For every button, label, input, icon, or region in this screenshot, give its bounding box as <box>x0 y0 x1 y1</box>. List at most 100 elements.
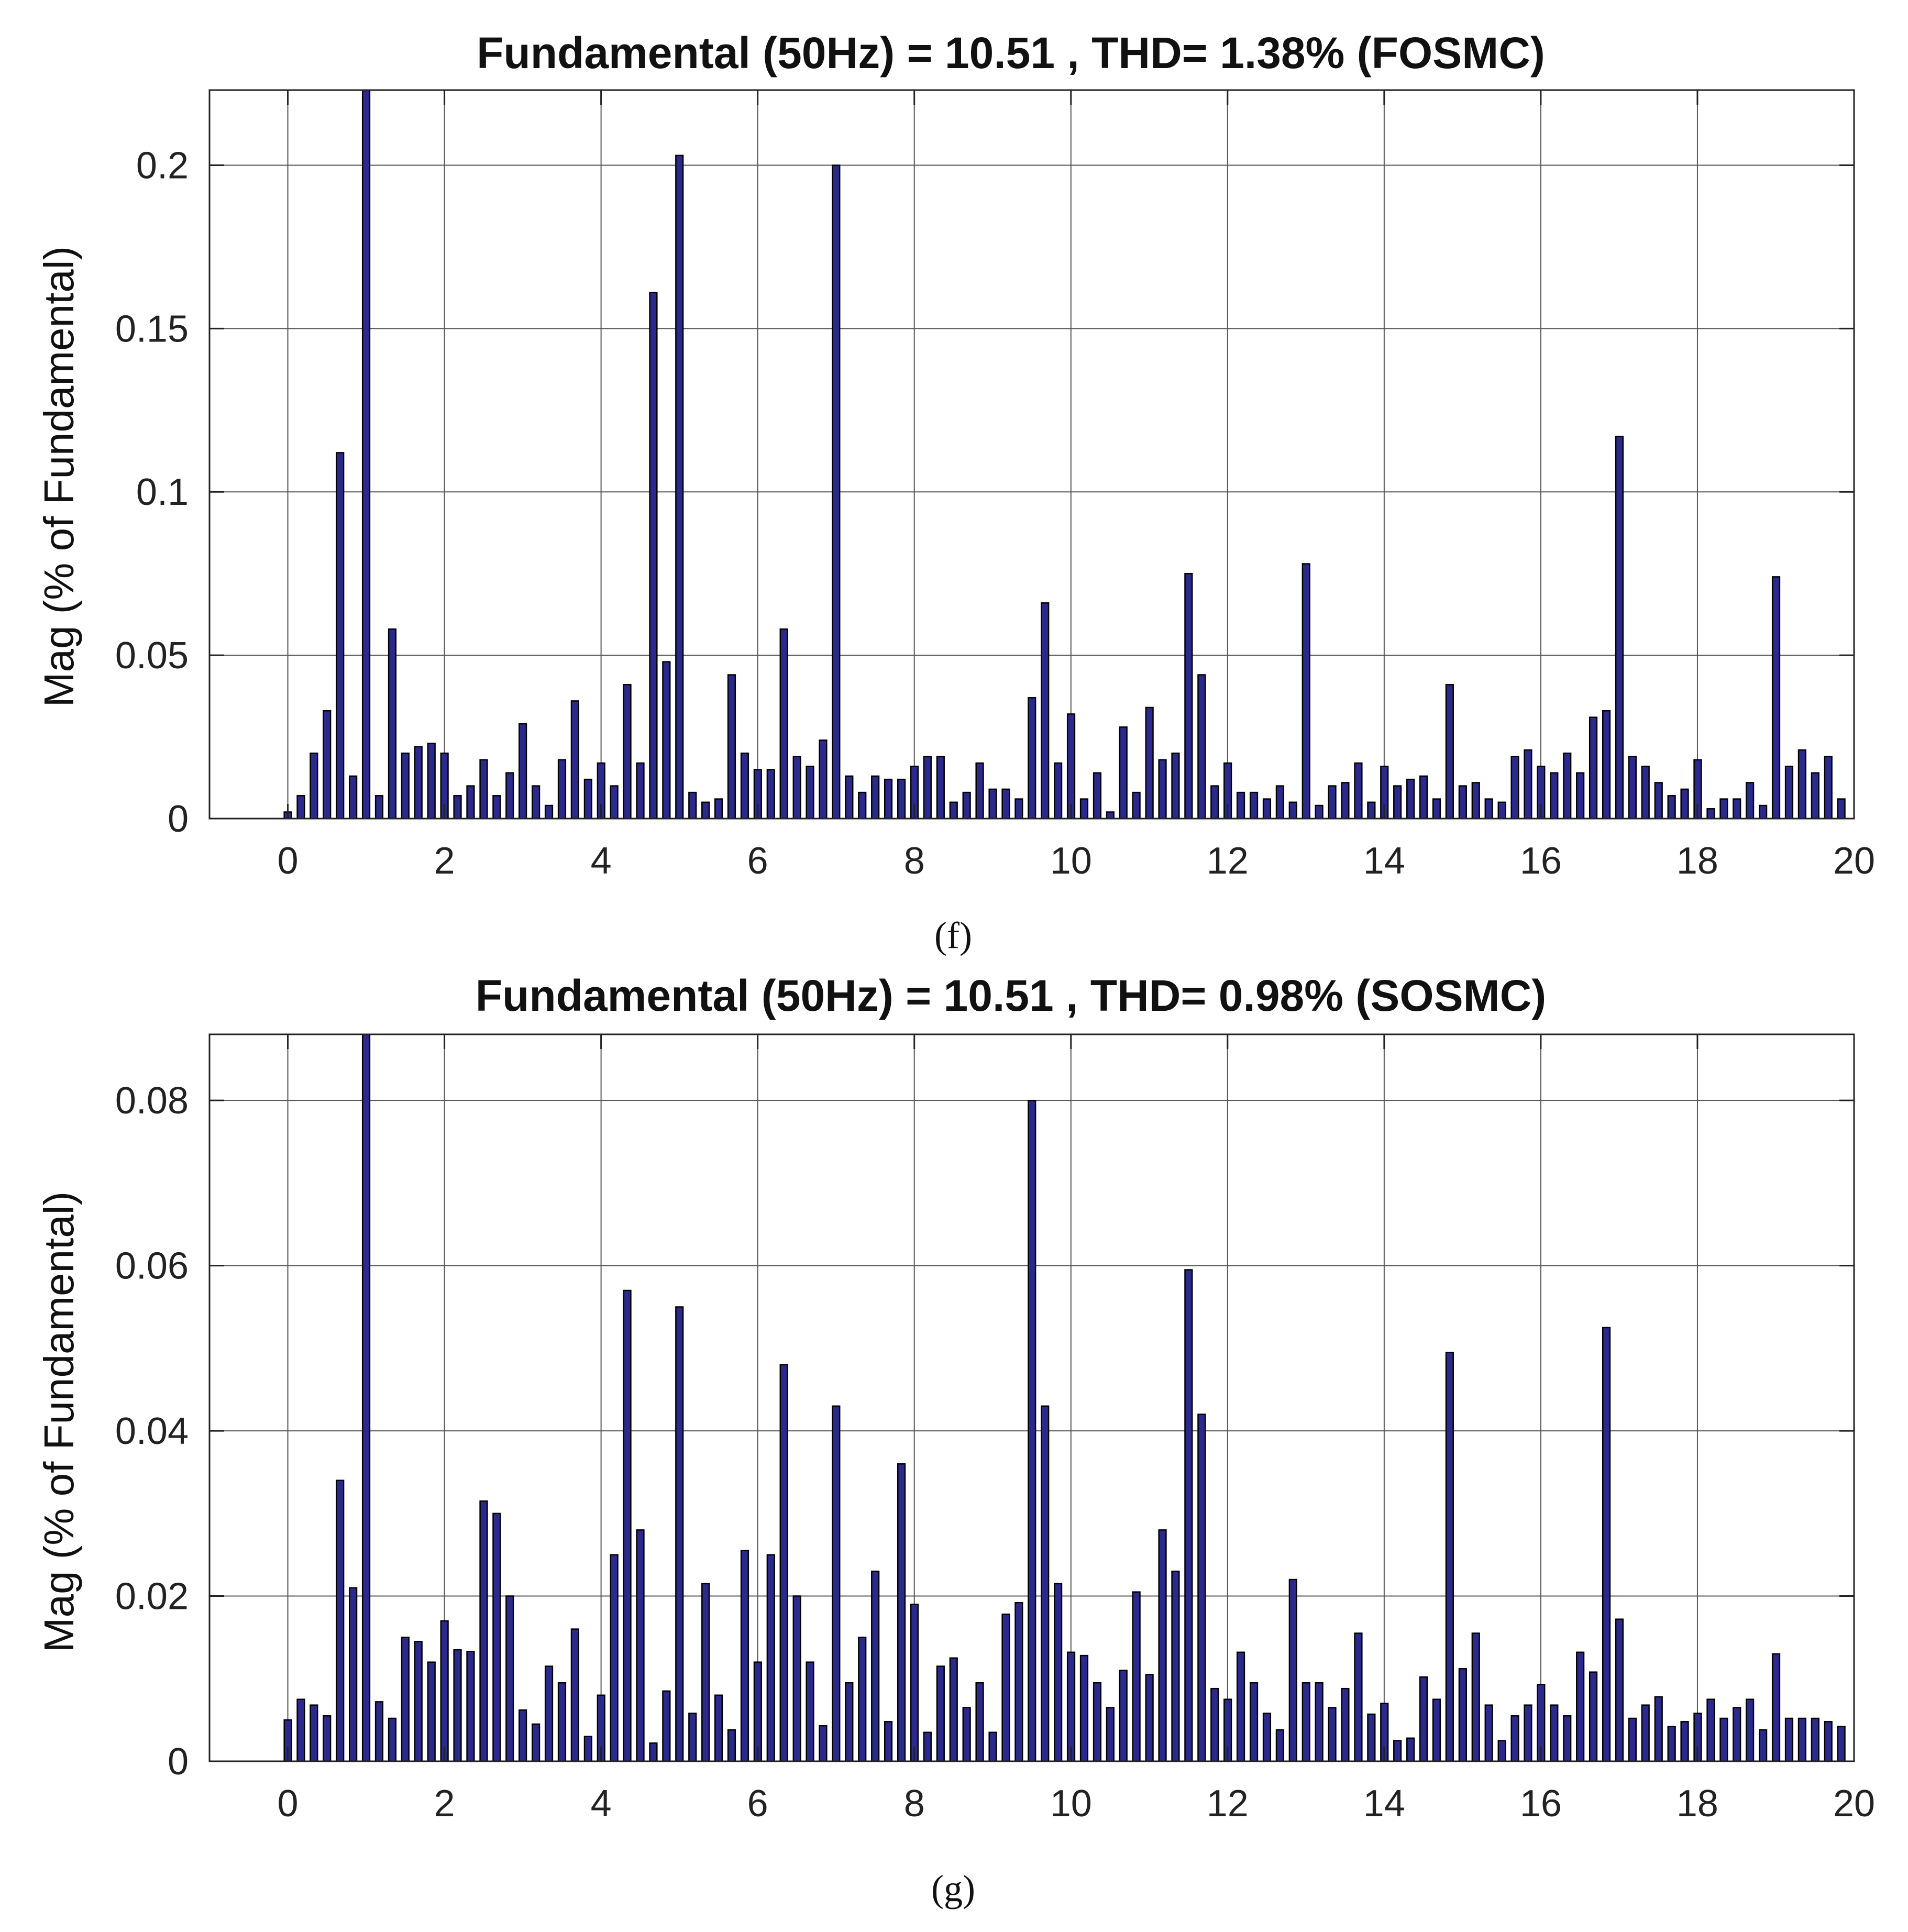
bar <box>1484 1704 1493 1762</box>
bar <box>1510 756 1519 820</box>
tick-labels: 0 2 4 6 8 10 12 14 16 18 20 0 0.02 0.04 0.06 0.08 <box>115 1080 1875 1825</box>
x-tick-label: 16 <box>1520 1783 1562 1825</box>
x-tick-label: 14 <box>1363 840 1405 882</box>
bar <box>1328 1707 1337 1762</box>
panel-caption: (f) <box>934 914 972 956</box>
bar <box>310 752 318 820</box>
bar <box>845 1682 854 1762</box>
bar <box>1028 697 1036 820</box>
bar <box>361 1033 371 1762</box>
bar <box>871 775 880 820</box>
bar <box>1667 1726 1676 1762</box>
x-tick-label: 10 <box>1050 840 1092 882</box>
bar <box>310 1704 318 1762</box>
bar <box>832 164 841 820</box>
bar <box>858 791 867 820</box>
bar <box>583 1736 592 1762</box>
bar <box>1054 762 1063 820</box>
bar <box>662 661 671 820</box>
y-tick-label: 0.15 <box>115 308 189 350</box>
bar <box>1066 713 1076 820</box>
bar <box>1001 788 1010 820</box>
bar <box>740 752 749 820</box>
x-tick-label: 6 <box>747 1783 768 1825</box>
bar <box>1576 1651 1585 1762</box>
bar <box>1550 772 1559 820</box>
bar <box>1367 801 1376 820</box>
bar <box>1602 1327 1611 1762</box>
bar <box>1550 1704 1559 1762</box>
bar <box>1706 1698 1715 1762</box>
bar <box>1041 602 1050 820</box>
bar <box>792 1595 801 1762</box>
x-tick-label: 4 <box>591 1783 612 1825</box>
bar <box>1471 782 1480 820</box>
y-tick-label: 0.1 <box>136 471 189 513</box>
bar <box>897 778 906 820</box>
bar <box>701 1583 710 1762</box>
bar <box>1589 716 1598 820</box>
bar <box>1184 1269 1193 1762</box>
bar <box>414 1641 423 1762</box>
bar <box>623 684 632 820</box>
bar <box>923 756 932 820</box>
x-tick-label: 2 <box>434 840 455 882</box>
bar <box>1706 808 1715 820</box>
bar <box>519 1709 527 1762</box>
plot-frame <box>208 89 1855 820</box>
bar <box>806 765 814 820</box>
bar <box>779 628 788 820</box>
axes <box>208 89 1855 820</box>
bar <box>753 1661 762 1762</box>
bar <box>427 743 436 820</box>
bar <box>662 1690 671 1762</box>
bar <box>688 1713 697 1762</box>
bar <box>1079 1654 1089 1762</box>
y-tick-label: 0.05 <box>115 635 189 677</box>
bar <box>1393 785 1402 820</box>
bar <box>988 1731 997 1762</box>
y-tick-label: 0.06 <box>115 1245 189 1287</box>
x-tick-label: 8 <box>904 1783 925 1825</box>
x-tick-label: 20 <box>1833 1783 1875 1825</box>
bar <box>1288 1578 1297 1762</box>
bar <box>975 1682 984 1762</box>
bar <box>453 1649 462 1762</box>
bar <box>688 791 697 820</box>
x-tick-label: 0 <box>278 1783 299 1825</box>
bar <box>1158 1529 1167 1762</box>
bar <box>1654 782 1663 820</box>
bar <box>1445 684 1454 820</box>
bar <box>1811 772 1819 820</box>
bar <box>701 801 710 820</box>
bar <box>949 801 958 820</box>
bar <box>1341 1687 1350 1762</box>
bar <box>427 1661 436 1762</box>
bar <box>1615 435 1624 820</box>
bar <box>610 1554 619 1762</box>
bar <box>583 778 592 820</box>
bar <box>1014 1602 1023 1762</box>
bar <box>414 746 423 820</box>
bar <box>675 1306 684 1762</box>
bar <box>727 674 736 820</box>
bar <box>1066 1651 1076 1762</box>
bar <box>819 739 828 820</box>
bar <box>1837 798 1846 820</box>
y-tick-label: 0 <box>168 798 189 840</box>
bar <box>1197 674 1206 820</box>
bar <box>779 1364 788 1762</box>
bar <box>1132 1591 1141 1762</box>
bar <box>1602 710 1611 820</box>
x-tick-label: 4 <box>591 840 612 882</box>
bar <box>1171 1570 1180 1762</box>
bar <box>1132 791 1141 820</box>
bar <box>897 1463 906 1762</box>
x-tick-label: 0 <box>278 840 299 882</box>
bar <box>845 775 854 820</box>
bar <box>1497 801 1506 820</box>
grid <box>209 90 1854 819</box>
bar <box>401 752 410 820</box>
bar <box>1119 1670 1128 1762</box>
bar <box>1759 804 1768 820</box>
